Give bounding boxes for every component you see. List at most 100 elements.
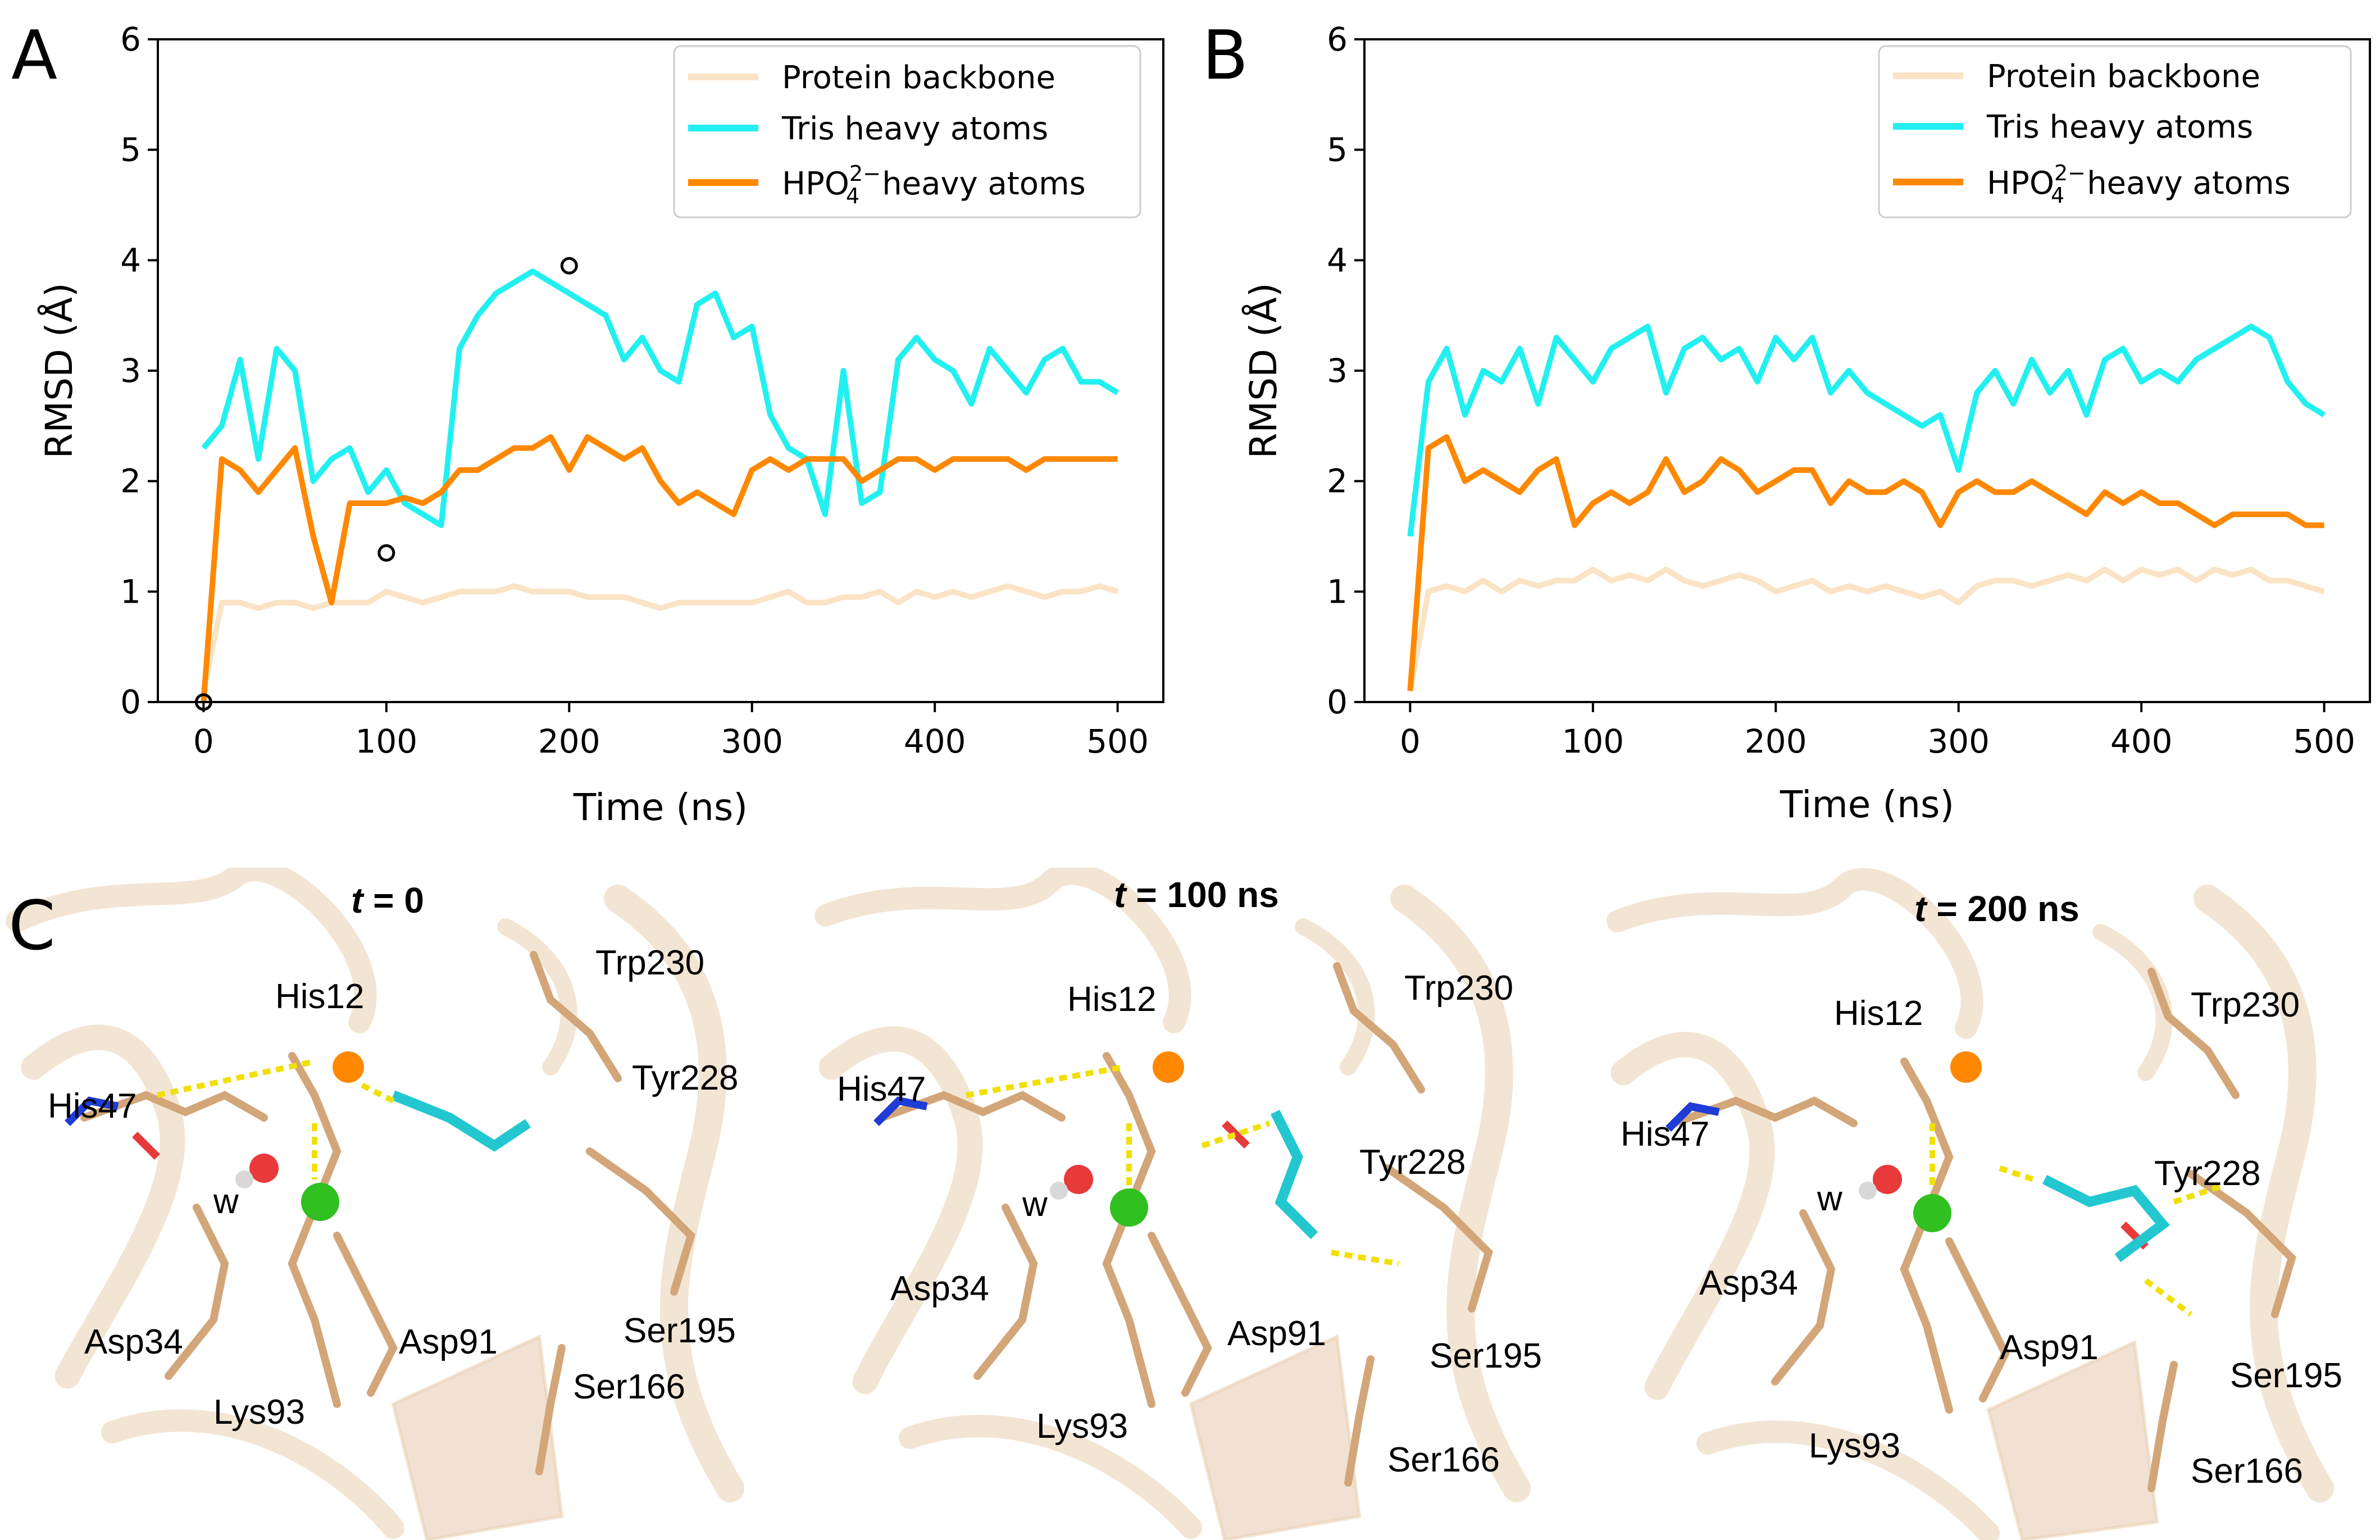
protein-cartoon-0: [6, 868, 744, 1540]
x-tick-label-a-2: 200: [538, 722, 600, 760]
x-tick-label-b-4: 400: [2110, 722, 2173, 760]
x-axis-label-a: Time (ns): [573, 786, 748, 829]
label-lys93-1: Lys93: [1036, 1407, 1128, 1446]
legend-box-b: [1878, 45, 2352, 218]
label-tyr228-2: Tyr228: [2154, 1154, 2261, 1193]
label-ser166-2: Ser166: [2191, 1452, 2303, 1491]
label-asp34-2: Asp34: [1699, 1264, 1798, 1302]
label-trp230-1: Trp230: [1404, 969, 1513, 1008]
label-ser195-1: Ser195: [1430, 1337, 1542, 1375]
series-group-b: [1407, 324, 2326, 692]
nitrogen-sticks-2: [1665, 1102, 1720, 1132]
panel-letter-a: A: [11, 17, 57, 95]
oxygen-sticks-1: [1222, 1120, 1250, 1149]
series-line-backbone-a: [201, 583, 1119, 692]
label-his47-1: His47: [837, 1070, 926, 1109]
y-ticks-a: 0 1 2 3 4 5 6: [120, 20, 158, 721]
series-line-hpo-b: [1407, 434, 2324, 691]
label-ser166-1: Ser166: [1387, 1441, 1500, 1479]
snapshot-1: t = 100 ns His12 His47 Trp230 Tyr228 Asp…: [814, 868, 1570, 1540]
label-his47-2: His47: [1621, 1115, 1710, 1154]
metal-ion-1: [1110, 1188, 1148, 1227]
y-tick-label-b-3: 3: [1327, 352, 1348, 390]
y-ticks-b: 0 1 2 3 4 5 6: [1327, 20, 1364, 721]
y-tick-label-a-4: 4: [120, 241, 141, 279]
snapshot-1-title: t = 100 ns: [1114, 874, 1279, 915]
legend-box-a: [673, 45, 1141, 218]
phosphate-atom-2: [1950, 1051, 1982, 1083]
label-asp91-0: Asp91: [399, 1323, 498, 1361]
y-tick-label-b-2: 2: [1327, 462, 1348, 500]
metal-ion-2: [1913, 1194, 1951, 1232]
snapshot-marker-2: [560, 257, 578, 275]
water-oxygen-1: [1064, 1165, 1093, 1194]
series-group-a: [201, 268, 1120, 702]
water-hydrogen-2: [1859, 1182, 1877, 1200]
tris-sticks-1: [1270, 1109, 1318, 1240]
label-his12-1: His12: [1067, 980, 1157, 1019]
x-tick-label-b-3: 300: [1927, 722, 1990, 760]
hbond-lines-0: [156, 1059, 395, 1179]
rmsd-chart-a: 0 100 200 300 400 500 0 1 2 3 4 5 6 Time (ns) RMSD …: [38, 20, 1164, 829]
label-asp91-1: Asp91: [1227, 1314, 1326, 1353]
y-tick-label-a-5: 5: [120, 131, 141, 169]
label-ser195-0: Ser195: [624, 1311, 736, 1350]
y-tick-label-b-0: 0: [1327, 683, 1348, 721]
legend-label-backbone-b: Protein backbone: [1987, 58, 2260, 95]
label-water-0: w: [213, 1182, 239, 1221]
x-tick-label-b-0: 0: [1400, 722, 1421, 760]
x-tick-label-a-4: 400: [904, 722, 966, 760]
label-ser166-0: Ser166: [573, 1368, 685, 1406]
water-oxygen-0: [249, 1154, 279, 1183]
phosphate-atom-0: [333, 1051, 364, 1083]
label-tyr228-1: Tyr228: [1359, 1143, 1466, 1182]
series-line-hpo-a: [201, 434, 1118, 702]
hbond-lines-2: [1930, 1123, 2226, 1316]
protein-cartoon-1: [814, 868, 1531, 1540]
label-tyr228-0: Tyr228: [632, 1059, 739, 1097]
y-tick-label-b-1: 1: [1327, 572, 1348, 610]
nitrogen-sticks-1: [873, 1096, 928, 1126]
hbond-lines-1: [966, 1064, 1399, 1266]
tris-sticks-2: [2042, 1174, 2170, 1263]
label-lys93-2: Lys93: [1809, 1427, 1900, 1465]
metal-ion-0: [301, 1183, 339, 1221]
legend-label-tris-a: Tris heavy atoms: [781, 111, 1048, 147]
label-asp34-1: Asp34: [890, 1269, 989, 1308]
legend-label-hpo-b: HPO2− 4 heavy atoms: [1987, 161, 2291, 208]
y-tick-label-b-4: 4: [1327, 241, 1348, 279]
x-ticks-a: 0 100 200 300 400 500: [193, 702, 1149, 760]
snapshot-2-title: t = 200 ns: [1914, 889, 2079, 929]
y-tick-label-a-6: 6: [120, 20, 141, 58]
x-tick-label-a-1: 100: [355, 722, 417, 760]
series-line-tris-a: [201, 268, 1120, 528]
label-ser195-2: Ser195: [2230, 1356, 2342, 1395]
series-line-backbone-b: [1407, 567, 2326, 692]
legend-a: Protein backbone Tris heavy atoms HPO2− 4…: [673, 45, 1141, 218]
label-his12-0: His12: [275, 977, 365, 1016]
x-tick-label-a-5: 500: [1086, 722, 1149, 760]
x-ticks-b: 0 100 200 300 400 500: [1400, 702, 2355, 760]
legend-label-backbone-a: Protein backbone: [782, 60, 1055, 96]
water-hydrogen-1: [1050, 1182, 1068, 1200]
label-asp34-0: Asp34: [84, 1323, 183, 1361]
legend-label-tris-b: Tris heavy atoms: [1986, 109, 2253, 145]
x-tick-label-b-2: 200: [1745, 722, 1807, 760]
snapshot-marker-1: [377, 544, 395, 562]
panel-letter-c: C: [8, 887, 56, 965]
x-axis-label-b: Time (ns): [1780, 783, 1954, 826]
water-hydrogen-0: [235, 1170, 253, 1188]
x-tick-label-a-3: 300: [721, 722, 783, 760]
x-tick-label-b-5: 500: [2293, 722, 2355, 760]
label-water-1: w: [1022, 1185, 1048, 1224]
panel-letter-b: B: [1202, 17, 1248, 95]
legend-label-hpo-a: HPO2− 4 heavy atoms: [782, 161, 1086, 208]
label-his47-0: His47: [48, 1087, 137, 1126]
y-axis-label-b: RMSD (Å): [1242, 283, 1285, 458]
x-tick-label-a-0: 0: [193, 722, 214, 760]
nitrogen-sticks-0: [65, 1096, 119, 1126]
protein-cartoon-2: [1607, 868, 2334, 1540]
y-tick-label-a-2: 2: [120, 462, 141, 500]
y-axis-label-a: RMSD (Å): [38, 283, 81, 458]
label-his12-2: His12: [1834, 994, 1923, 1033]
